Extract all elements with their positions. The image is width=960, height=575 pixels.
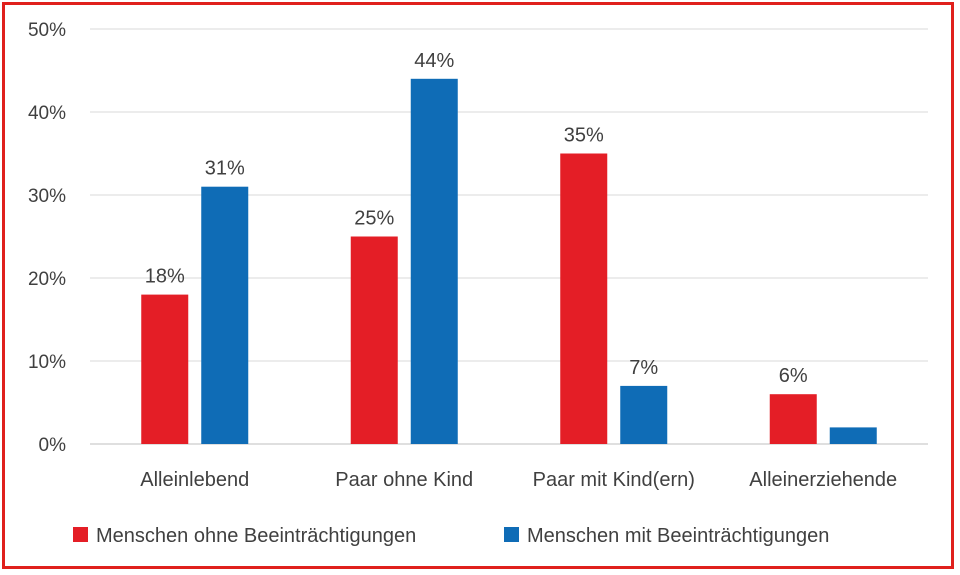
y-tick-label: 30% — [28, 186, 66, 207]
legend-swatch-mit — [504, 527, 519, 542]
bar-ohne — [141, 294, 189, 444]
data-label: 6% — [779, 365, 808, 387]
data-label: 35% — [564, 125, 604, 147]
bar-mit — [620, 385, 668, 444]
legend-swatch-ohne — [73, 527, 88, 542]
legend-label-mit: Menschen mit Beeinträchtigungen — [527, 525, 829, 547]
y-tick-label: 10% — [28, 352, 66, 373]
data-label: 31% — [205, 158, 245, 180]
x-category-label: Alleinlebend — [140, 469, 249, 491]
x-axis-labels: Alleinlebend Paar ohne Kind Paar mit Kind(… — [140, 469, 897, 491]
x-category-label: Paar mit Kind(ern) — [533, 469, 695, 491]
data-labels: 18% 31% 25% 44% 35% 7% 6% — [145, 50, 808, 387]
y-tick-label: 0% — [39, 435, 67, 456]
bar-mit — [829, 427, 877, 444]
bar-mit — [201, 186, 249, 444]
bar-ohne — [350, 236, 398, 444]
data-label: 18% — [145, 266, 185, 288]
legend-label-ohne: Menschen ohne Beeinträchtigungen — [96, 525, 416, 547]
x-category-label: Alleinerziehende — [749, 469, 897, 491]
bar-mit — [410, 78, 458, 445]
y-tick-label: 20% — [28, 269, 66, 290]
x-category-label: Paar ohne Kind — [335, 469, 473, 491]
y-tick-label: 50% — [28, 20, 66, 41]
data-label: 25% — [354, 208, 394, 230]
bar-ohne — [769, 394, 817, 444]
y-tick-label: 40% — [28, 103, 66, 124]
y-axis-ticks: 0% 10% 20% 30% 40% 50% — [28, 20, 66, 456]
chart-frame — [2, 2, 954, 569]
data-label: 7% — [629, 357, 658, 379]
bars — [141, 78, 877, 445]
bar-ohne — [560, 153, 608, 444]
legend: Menschen ohne Beeinträchtigungen Mensche… — [73, 525, 829, 547]
data-label: 44% — [414, 50, 454, 72]
